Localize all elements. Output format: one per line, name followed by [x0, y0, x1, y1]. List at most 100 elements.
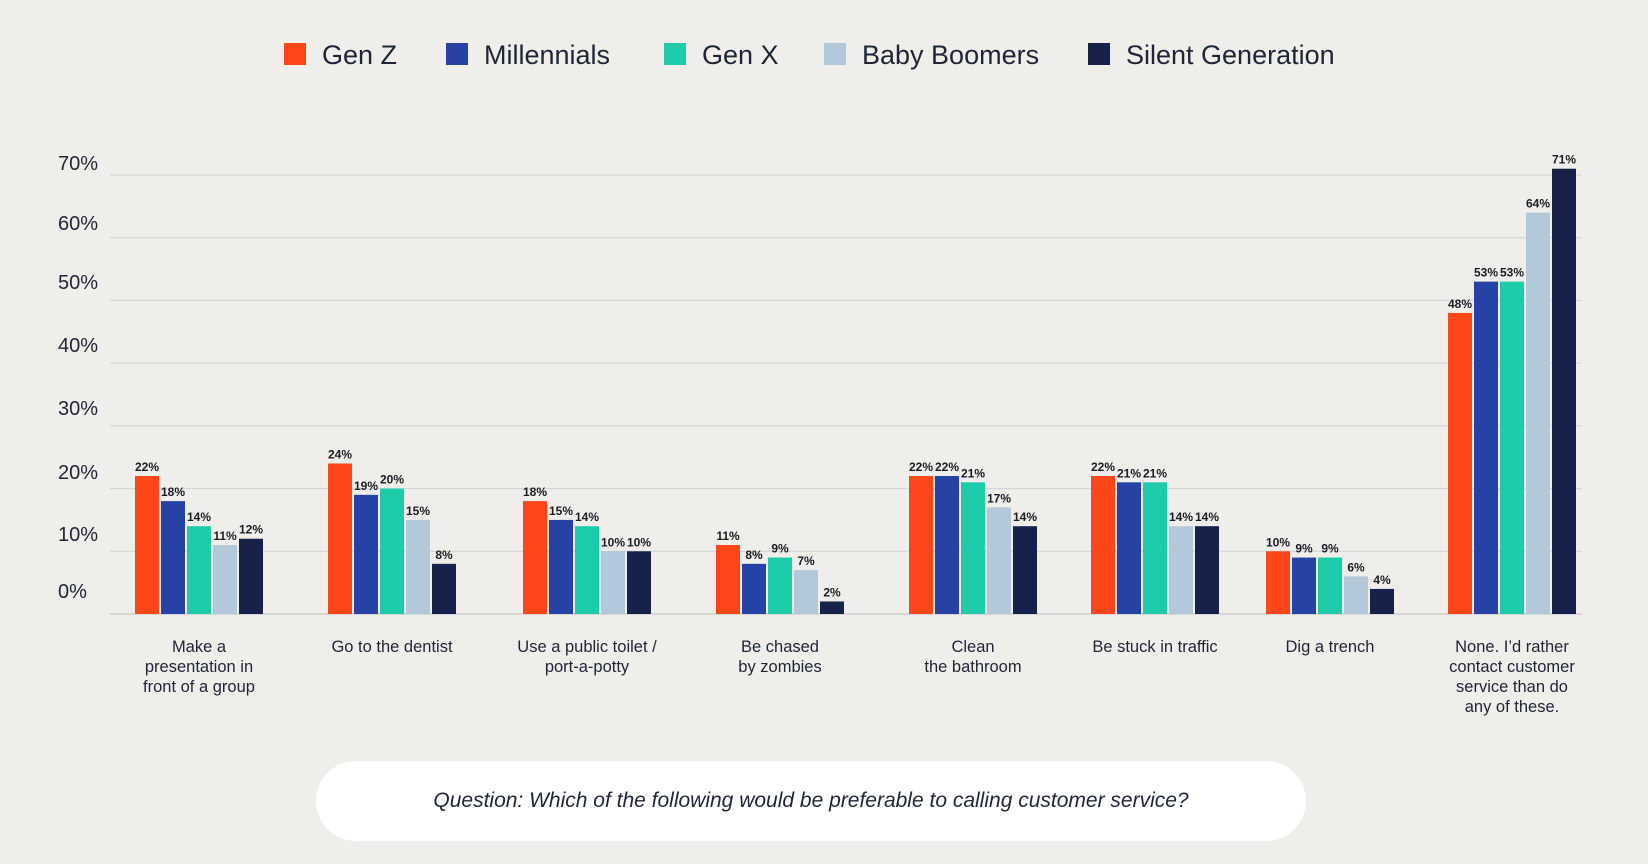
data-label: 15%	[549, 504, 573, 518]
y-tick-label: 30%	[58, 398, 98, 420]
bar-millennials	[354, 494, 378, 614]
bar-gen-x	[575, 526, 599, 614]
bar-baby-boomers	[1344, 576, 1368, 614]
bar-gen-x	[961, 482, 985, 614]
legend-label: Silent Generation	[1126, 40, 1335, 70]
data-label: 22%	[909, 460, 933, 474]
data-label: 11%	[716, 529, 740, 543]
y-tick-label: 50%	[58, 272, 98, 294]
data-label: 21%	[1117, 466, 1141, 480]
bar-silent-generation	[1195, 526, 1219, 614]
data-label: 22%	[135, 460, 159, 474]
bar-silent-generation	[432, 563, 456, 614]
category-label: Clean the bathroom	[924, 638, 1021, 676]
data-label: 12%	[239, 523, 263, 537]
bar-baby-boomers	[601, 551, 625, 614]
bar-gen-x	[187, 526, 211, 614]
data-label: 9%	[1295, 542, 1313, 556]
bar-gen-x	[1318, 557, 1342, 614]
y-tick-label: 10%	[58, 524, 98, 546]
legend-swatch	[284, 43, 306, 65]
data-label: 14%	[1013, 510, 1037, 524]
bar-silent-generation	[239, 538, 263, 614]
data-label: 19%	[354, 479, 378, 493]
bar-group: 22%18%14%11% 12%	[135, 460, 263, 614]
data-label: 14%	[187, 510, 211, 524]
data-label: 6%	[1347, 560, 1365, 574]
legend-label: Baby Boomers	[862, 40, 1039, 70]
legend-label: Gen X	[702, 40, 779, 70]
bar-gen-z	[328, 463, 352, 614]
legend-label: Millennials	[484, 40, 610, 70]
bar-silent-generation	[627, 551, 651, 614]
data-label: 8%	[745, 548, 763, 562]
bar-millennials	[549, 519, 573, 614]
data-label: 18%	[523, 485, 547, 499]
data-label: 10%	[627, 535, 651, 549]
y-tick-label: 40%	[58, 335, 98, 357]
bar-silent-generation	[1552, 168, 1576, 614]
chart-legend: Gen Z Millennials Gen X Baby Boomers Silent …	[284, 40, 1335, 70]
bar-group: 11% 8% 9% 7% 2%	[716, 529, 844, 614]
y-tick-label: 0%	[58, 581, 87, 603]
category-label: Make a presentation in front of a group	[143, 638, 255, 696]
bar-group: 22% 21% 21%14% 14%	[1091, 460, 1219, 614]
bar-millennials	[1292, 557, 1316, 614]
data-label: 8%	[435, 548, 453, 562]
question-box: Question: Which of the following would b…	[316, 761, 1306, 841]
y-axis: 0% 10% 20% 30% 40% 50% 60% 70%	[58, 153, 98, 603]
data-label: 2%	[823, 585, 841, 599]
y-tick-label: 20%	[58, 462, 98, 484]
bar-gen-z	[716, 545, 740, 614]
data-label: 21%	[1143, 466, 1167, 480]
data-label: 64%	[1526, 197, 1550, 211]
legend-item-silent-generation: Silent Generation	[1088, 40, 1335, 70]
bar-gen-x	[768, 557, 792, 614]
data-label: 4%	[1373, 573, 1391, 587]
legend-swatch	[824, 43, 846, 65]
x-axis: Make a presentation in front of a group Go …	[143, 638, 1575, 716]
data-label: 14%	[1169, 510, 1193, 524]
bar-silent-generation	[1013, 526, 1037, 614]
data-label: 71%	[1552, 153, 1576, 167]
bar-gen-x	[380, 488, 404, 614]
data-label: 11%	[213, 529, 237, 543]
data-label: 48%	[1448, 297, 1472, 311]
bar-group: 48% 53% 53% 64% 71%	[1448, 153, 1576, 614]
data-label: 15%	[406, 504, 430, 518]
legend-swatch	[664, 43, 686, 65]
data-label: 18%	[161, 485, 185, 499]
bar-millennials	[1474, 281, 1498, 614]
bar-gen-z	[135, 476, 159, 614]
legend-item-millennials: Millennials	[446, 40, 610, 70]
data-label: 14%	[575, 510, 599, 524]
data-label: 9%	[771, 542, 789, 556]
bar-baby-boomers	[1526, 212, 1550, 614]
bar-millennials	[1117, 482, 1141, 614]
bar-group: 10% 9% 9% 6% 4%	[1266, 535, 1394, 614]
bar-group: 24% 19% 20% 15% 8%	[328, 447, 456, 614]
legend-swatch	[446, 43, 468, 65]
data-label: 17%	[987, 491, 1011, 505]
bar-baby-boomers	[987, 507, 1011, 614]
bar-baby-boomers	[406, 519, 430, 614]
legend-label: Gen Z	[322, 40, 397, 70]
category-label: None. I’d rather contact customer service …	[1449, 638, 1575, 716]
y-tick-label: 60%	[58, 213, 98, 235]
bar-group: 22% 22% 21%17%14%	[909, 460, 1037, 614]
category-label: Dig a trench	[1286, 638, 1375, 656]
bar-gen-z	[1266, 551, 1290, 614]
bar-gen-z	[1448, 312, 1472, 614]
category-label: Go to the dentist	[331, 638, 452, 656]
legend-item-gen-x: Gen X	[664, 40, 779, 70]
data-label: 10%	[1266, 535, 1290, 549]
category-label: Be chased by zombies	[738, 638, 821, 676]
bar-silent-generation	[1370, 588, 1394, 614]
data-label: 20%	[380, 473, 404, 487]
bar-millennials	[742, 563, 766, 614]
bar-silent-generation	[820, 601, 844, 614]
bar-group: 18%15% 14%10% 10%	[523, 485, 651, 614]
legend-item-gen-z: Gen Z	[284, 40, 397, 70]
category-label: Be stuck in traffic	[1092, 638, 1217, 656]
